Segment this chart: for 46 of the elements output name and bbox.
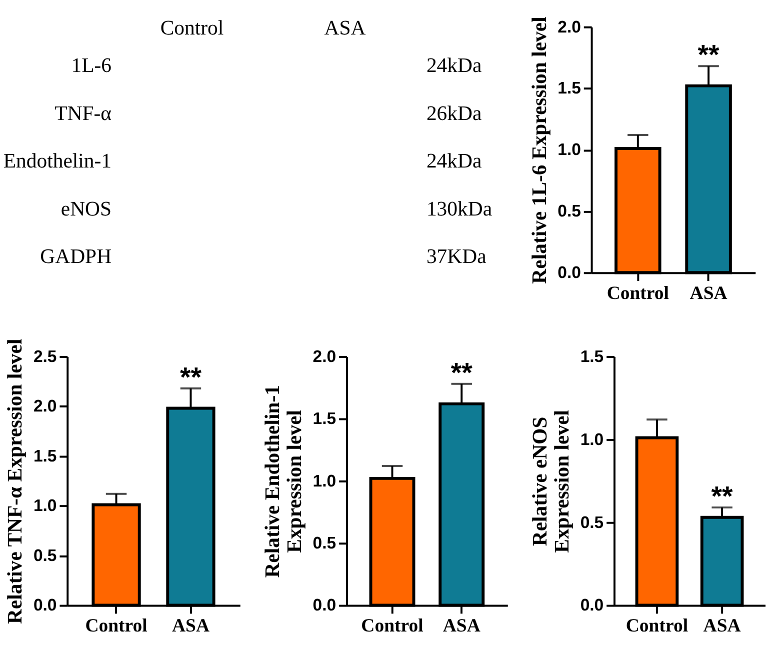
category-label: 130kDa — [426, 198, 492, 220]
x-tick-label: Control — [626, 615, 688, 636]
y-tick-label: 0.0 — [312, 596, 336, 615]
category-label: Endothelin-1 — [3, 150, 112, 173]
x-tick-label: ASA — [442, 615, 481, 636]
x-tick-label: ASA — [172, 615, 210, 636]
y-tick-label: 0.5 — [558, 202, 581, 221]
y-axis-title: Relative 1L-6 Expression level — [528, 16, 551, 284]
y-axis-title: Relative eNOS Expression level — [530, 410, 574, 553]
y-tick-label: 2.0 — [558, 17, 581, 36]
x-tick-label: Control — [361, 615, 424, 636]
y-tick-label: 2.0 — [312, 346, 336, 366]
annotation: ** — [450, 356, 473, 388]
category-label: 24kDa — [426, 55, 482, 78]
y-tick-label: 1.0 — [558, 140, 581, 160]
y-tick-label: 1.0 — [33, 496, 57, 516]
y-tick-label: 1.5 — [558, 78, 581, 98]
y-axis-title: Relative TNF-α Expression level — [4, 338, 27, 624]
category-label: TNF-α — [54, 102, 112, 125]
category-label: 24kDa — [426, 150, 482, 173]
category-label: 26kDa — [426, 102, 482, 125]
annotation: ** — [180, 361, 202, 392]
annotation: ** — [711, 480, 734, 512]
category-label: 1L-6 — [71, 55, 112, 78]
y-tick-label: 1.0 — [312, 471, 336, 490]
category-label: GADPH — [40, 246, 112, 268]
category-label: eNOS — [60, 198, 112, 220]
y-tick-label: 1.5 — [580, 346, 604, 366]
y-tick-label: 0.0 — [33, 596, 57, 615]
x-tick-label: ASA — [703, 615, 742, 636]
y-tick-label: 2.5 — [33, 346, 57, 366]
y-tick-label: 1.5 — [33, 446, 57, 466]
y-tick-label: 0.5 — [33, 546, 57, 565]
y-tick-label: 1.5 — [312, 409, 336, 428]
y-axis-title: Relative Endothelin-1 Expression level — [262, 384, 306, 578]
y-tick-label: 0.0 — [558, 263, 581, 282]
category-label: 37KDa — [426, 246, 486, 268]
y-tick-label: 0.5 — [580, 512, 604, 532]
x-tick-label: Control — [85, 615, 148, 636]
y-tick-label: 2.0 — [33, 396, 57, 416]
category-label: Control — [160, 18, 224, 40]
y-tick-label: 0.5 — [312, 534, 336, 553]
category-label: ASA — [324, 18, 366, 40]
y-tick-label: 1.0 — [580, 430, 604, 449]
annotation: ** — [698, 39, 720, 70]
y-tick-label: 0.0 — [580, 596, 604, 615]
